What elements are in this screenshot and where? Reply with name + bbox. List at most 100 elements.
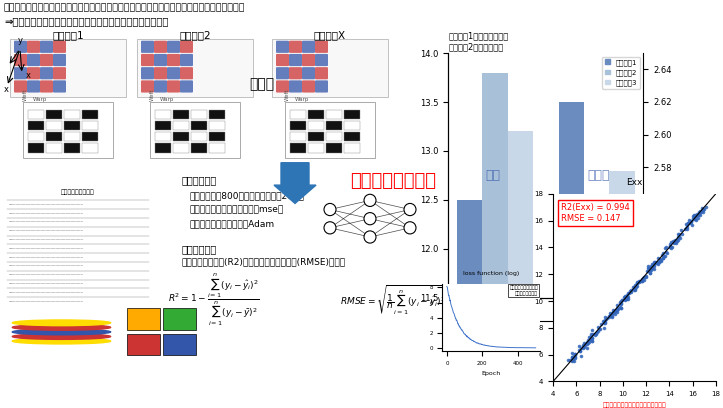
- Point: [574, 347, 586, 354]
- Point: [612, 305, 623, 312]
- Point: [649, 262, 660, 268]
- Text: ──────────────────────────────: ──────────────────────────────: [8, 300, 83, 304]
- Point: [683, 219, 694, 226]
- FancyBboxPatch shape: [141, 80, 154, 93]
- Bar: [457, 200, 482, 408]
- Bar: [584, 229, 609, 408]
- Point: [653, 259, 664, 265]
- Point: [599, 319, 611, 326]
- Bar: [326, 132, 342, 142]
- Point: [680, 221, 692, 228]
- Point: [637, 274, 649, 281]
- FancyBboxPatch shape: [14, 67, 27, 79]
- Point: [672, 231, 684, 237]
- Point: [599, 317, 611, 324]
- Bar: [308, 121, 324, 130]
- FancyBboxPatch shape: [302, 54, 315, 66]
- FancyBboxPatch shape: [302, 41, 315, 53]
- Point: [625, 287, 637, 293]
- Point: [606, 313, 617, 320]
- Point: [615, 301, 627, 307]
- Point: [662, 250, 673, 256]
- Point: [619, 293, 630, 300]
- Text: 引張: 引張: [486, 169, 500, 182]
- Point: [693, 210, 705, 216]
- Bar: [344, 121, 360, 130]
- Point: [646, 261, 658, 268]
- Text: ・損失関数：最小二乗誤差（mse）: ・損失関数：最小二乗誤差（mse）: [190, 206, 284, 215]
- FancyBboxPatch shape: [302, 67, 315, 79]
- Point: [573, 343, 585, 350]
- Point: [569, 352, 581, 358]
- Point: [681, 226, 693, 232]
- Point: [629, 286, 641, 292]
- Text: ──────────────────────────────: ──────────────────────────────: [8, 229, 83, 233]
- Point: [691, 211, 703, 217]
- Point: [641, 268, 653, 275]
- Point: [606, 309, 617, 316]
- FancyBboxPatch shape: [141, 41, 154, 53]
- Point: [683, 217, 695, 223]
- Point: [621, 293, 633, 299]
- Bar: [482, 73, 508, 408]
- Point: [598, 325, 609, 331]
- Point: [600, 315, 612, 322]
- Point: [649, 259, 661, 266]
- FancyBboxPatch shape: [180, 54, 193, 66]
- FancyBboxPatch shape: [479, 281, 596, 322]
- Point: [697, 209, 709, 215]
- Point: [599, 320, 610, 326]
- Bar: [82, 121, 98, 130]
- Bar: [326, 121, 342, 130]
- Point: [582, 337, 594, 344]
- Point: [579, 341, 591, 347]
- Text: パターンX: パターンX: [314, 31, 346, 40]
- Circle shape: [404, 204, 416, 216]
- Bar: [28, 121, 44, 130]
- Bar: [137, 39, 253, 97]
- Point: [617, 296, 628, 303]
- Point: [606, 314, 617, 321]
- Point: [655, 258, 667, 265]
- Bar: [209, 110, 225, 119]
- Point: [666, 238, 677, 245]
- FancyBboxPatch shape: [53, 54, 66, 66]
- Bar: [290, 110, 306, 119]
- Point: [645, 264, 656, 271]
- FancyArrow shape: [274, 163, 316, 204]
- Point: [650, 259, 662, 266]
- FancyBboxPatch shape: [180, 41, 193, 53]
- Bar: [23, 102, 113, 157]
- Point: [695, 209, 706, 215]
- Point: [607, 308, 618, 315]
- Point: [598, 320, 609, 327]
- Text: ・最適化アルゴリズム：Adam: ・最適化アルゴリズム：Adam: [190, 220, 275, 229]
- Bar: [290, 121, 306, 130]
- Point: [674, 235, 685, 241]
- Point: [644, 266, 656, 273]
- Text: ──────────────────────────────: ──────────────────────────────: [8, 264, 83, 268]
- Point: [566, 354, 578, 360]
- Text: $\bar{y}$ : 観測値平均: $\bar{y}$ : 観測値平均: [483, 297, 514, 307]
- Text: 〈評価方法〉: 〈評価方法〉: [182, 244, 217, 254]
- Point: [647, 262, 659, 268]
- Point: [605, 312, 617, 318]
- Point: [696, 205, 708, 211]
- Point: [566, 356, 578, 362]
- Point: [566, 357, 578, 363]
- FancyBboxPatch shape: [53, 41, 66, 53]
- Point: [604, 313, 615, 320]
- Point: [681, 222, 693, 228]
- Text: $RMSE = \sqrt{\dfrac{1}{n}\sum_{i=1}^{n}(y_i - \hat{y}_i)^2}$: $RMSE = \sqrt{\dfrac{1}{n}\sum_{i=1}^{n}…: [340, 284, 448, 317]
- Point: [586, 327, 598, 333]
- Point: [652, 255, 664, 261]
- Point: [653, 259, 664, 266]
- Point: [620, 296, 631, 302]
- Bar: [155, 121, 171, 130]
- Point: [578, 340, 590, 347]
- Point: [689, 213, 701, 219]
- Text: 〈計算条件〉: 〈計算条件〉: [182, 175, 217, 185]
- Point: [581, 339, 593, 345]
- Text: Weft: Weft: [23, 88, 28, 101]
- Point: [670, 239, 682, 246]
